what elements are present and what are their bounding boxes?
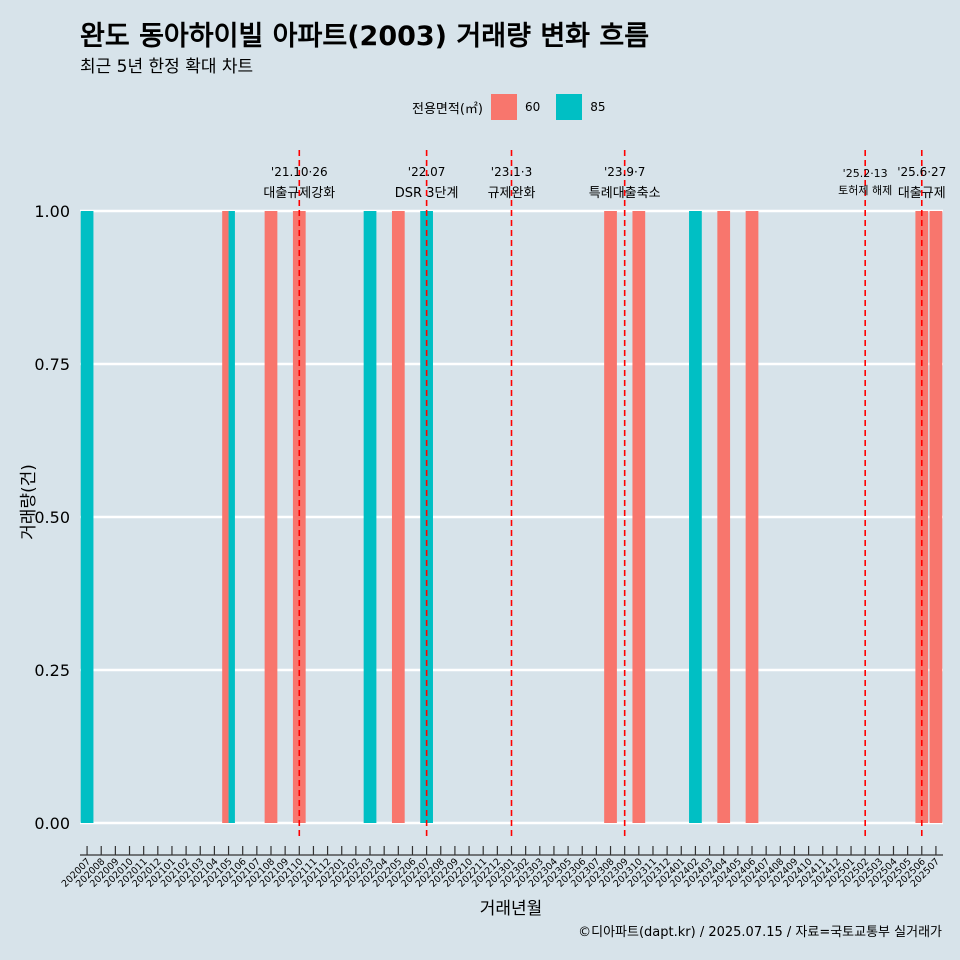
event-text-label: 대출규제강화 [263,186,335,201]
bar-85-202203 [363,211,377,823]
bar-60-202105 [222,211,229,823]
bar-85-202207 [420,211,433,823]
bar-60-202108 [264,211,278,823]
legend-label-85: 85 [590,100,606,114]
bar-60-202205 [391,211,405,823]
y-axis-title: 거래량(건) [19,464,39,540]
event-date-label: '22.07 [408,165,446,179]
event-text-label: 특례대출축소 [589,186,661,201]
source-caption: ©디아파트(dapt.kr) / 2025.07.15 / 자료=국토교통부 실… [578,925,942,940]
event-date-label: '21.10·26 [271,165,328,179]
legend-key-85 [556,94,583,120]
event-text-label: 토허제 해제 [838,183,892,197]
legend-title: 전용면적(㎡) [412,101,483,117]
bar-60-202110 [292,211,306,823]
y-tick-label: 0.75 [34,355,70,374]
y-tick-label: 0.50 [34,508,70,527]
event-date-label: '23.1·3 [491,165,532,179]
bar-60-202404 [717,211,731,823]
bar-85-202402 [689,211,702,823]
y-tick-label: 0.00 [34,814,70,833]
y-tick-label: 1.00 [34,202,70,221]
event-date-label: '23.9·7 [604,165,645,179]
bar-60-202310 [632,211,646,823]
legend-key-60 [490,94,517,120]
legend: 전용면적(㎡) 60 85 [412,93,614,121]
chart-title: 완도 동아하이빌 아파트(2003) 거래량 변화 흐름 [80,21,650,52]
bar-60-202308 [604,211,617,823]
bar-60-202507 [929,211,943,823]
bar-85-202007 [80,211,94,823]
bar-60-202506 [915,211,929,823]
event-text-label: 대출규제 [898,186,946,201]
bar-85-202105 [228,211,235,823]
chart-subtitle: 최근 5년 한정 확대 차트 [80,57,254,77]
legend-label-60: 60 [524,100,541,114]
event-date-label: '25.2·13 [843,167,888,180]
x-axis-title: 거래년월 [480,899,543,919]
y-tick-label: 0.25 [34,661,70,680]
event-date-label: '25.6·27 [897,165,946,179]
bar-60-202406 [745,211,759,823]
event-text-label: DSR 3단계 [395,186,459,201]
event-text-label: 규제완화 [488,186,536,201]
